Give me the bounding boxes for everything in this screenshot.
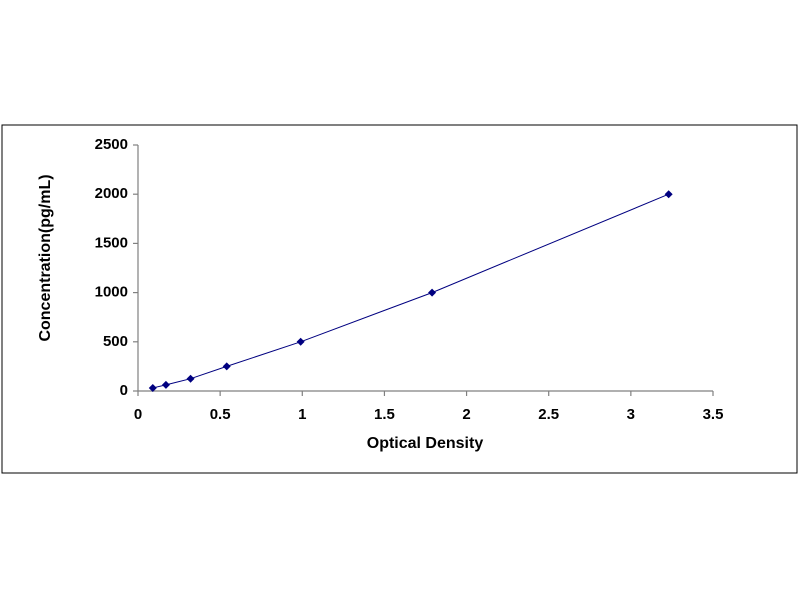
y-axis-title: Concentration(pg/mL) <box>37 174 54 341</box>
y-tick-label: 0 <box>120 382 128 399</box>
x-tick-label: 0 <box>134 406 142 423</box>
x-tick-label: 0.5 <box>210 406 231 423</box>
x-tick-label: 3 <box>627 406 635 423</box>
data-point <box>148 383 157 392</box>
data-point <box>664 190 673 199</box>
x-tick-label: 2.5 <box>538 406 559 423</box>
x-tick-label: 1 <box>298 406 306 423</box>
x-tick-label: 1.5 <box>374 406 395 423</box>
data-point <box>296 337 305 346</box>
x-tick-label: 3.5 <box>703 406 724 423</box>
x-axis-title: Optical Density <box>367 435 484 452</box>
y-tick-label: 1500 <box>95 234 128 251</box>
data-point <box>222 362 231 371</box>
x-tick-label: 2 <box>462 406 470 423</box>
data-point <box>161 380 170 389</box>
y-tick-label: 2500 <box>95 136 128 153</box>
data-point <box>186 374 195 383</box>
data-point <box>428 288 437 297</box>
y-tick-label: 500 <box>103 333 128 350</box>
y-tick-label: 1000 <box>95 284 128 301</box>
y-tick-label: 2000 <box>95 185 128 202</box>
chart-frame <box>1 124 798 474</box>
